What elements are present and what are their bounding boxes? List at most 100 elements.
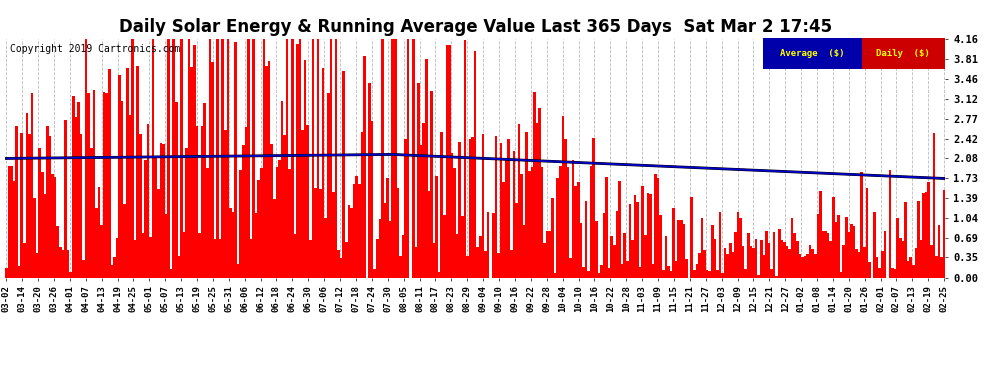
Bar [799, 254, 801, 278]
Bar [616, 211, 618, 278]
Bar [378, 219, 381, 278]
Bar [358, 184, 360, 278]
Bar [142, 233, 145, 278]
Bar [273, 199, 275, 278]
Bar [224, 130, 227, 278]
Bar [912, 265, 915, 278]
Bar [639, 267, 642, 278]
Bar [159, 143, 162, 278]
Bar [714, 239, 716, 278]
Bar [868, 262, 871, 278]
Bar [917, 201, 920, 278]
Bar [749, 246, 752, 278]
Bar [838, 215, 840, 278]
Bar [605, 177, 608, 278]
Bar [740, 217, 742, 278]
Bar [260, 168, 262, 278]
Bar [791, 218, 793, 278]
Bar [394, 39, 397, 278]
Bar [618, 181, 621, 278]
Bar [352, 184, 355, 278]
Bar [190, 67, 193, 278]
Bar [327, 93, 330, 278]
Bar [840, 272, 842, 278]
Bar [590, 166, 592, 278]
Bar [41, 172, 44, 278]
Bar [162, 144, 164, 278]
Bar [510, 250, 513, 278]
Bar [659, 215, 662, 278]
Bar [466, 256, 468, 278]
Bar [391, 39, 394, 278]
Bar [936, 256, 938, 278]
Bar [492, 213, 495, 278]
Bar [376, 238, 378, 278]
Bar [137, 66, 139, 278]
Bar [860, 172, 863, 278]
Bar [47, 126, 49, 278]
Bar [232, 213, 235, 278]
Bar [325, 218, 327, 278]
Bar [664, 236, 667, 278]
Bar [79, 134, 82, 278]
Bar [832, 196, 835, 278]
Bar [902, 241, 904, 278]
Bar [904, 202, 907, 278]
Bar [899, 238, 902, 278]
Bar [752, 248, 754, 278]
Bar [436, 176, 438, 278]
Bar [894, 268, 897, 278]
Bar [322, 68, 325, 278]
Bar [515, 203, 518, 278]
Bar [534, 92, 536, 278]
Bar [172, 39, 175, 278]
Bar [371, 121, 373, 278]
Bar [508, 138, 510, 278]
Bar [626, 261, 629, 278]
Bar [386, 178, 389, 278]
Bar [283, 135, 286, 278]
Bar [309, 240, 312, 278]
Bar [270, 144, 273, 278]
Bar [541, 167, 544, 278]
Bar [878, 268, 881, 278]
Bar [347, 205, 350, 278]
Bar [518, 124, 521, 278]
Bar [335, 39, 338, 278]
Bar [227, 39, 229, 278]
Bar [858, 252, 860, 278]
Bar [940, 257, 942, 278]
Bar [760, 240, 762, 278]
Bar [783, 242, 786, 278]
Bar [201, 126, 203, 278]
Bar [891, 268, 894, 278]
Bar [242, 146, 245, 278]
Bar [87, 93, 90, 278]
Bar [595, 221, 598, 278]
Bar [185, 148, 188, 278]
Bar [49, 136, 51, 278]
Bar [835, 222, 838, 278]
Bar [430, 91, 433, 278]
Bar [727, 254, 729, 278]
Bar [744, 268, 747, 278]
Bar [793, 233, 796, 278]
Bar [51, 174, 53, 278]
Bar [355, 176, 358, 278]
Bar [291, 39, 294, 278]
Bar [526, 132, 528, 278]
Bar [175, 102, 177, 278]
Bar [145, 160, 147, 278]
Bar [132, 39, 134, 278]
Bar [642, 186, 644, 278]
Bar [582, 267, 585, 278]
Bar [873, 212, 876, 278]
Bar [229, 208, 232, 278]
Bar [116, 238, 119, 278]
Bar [28, 134, 31, 278]
Bar [415, 248, 417, 278]
Bar [420, 146, 423, 278]
Bar [346, 242, 347, 278]
Bar [252, 39, 254, 278]
Bar [74, 117, 77, 278]
